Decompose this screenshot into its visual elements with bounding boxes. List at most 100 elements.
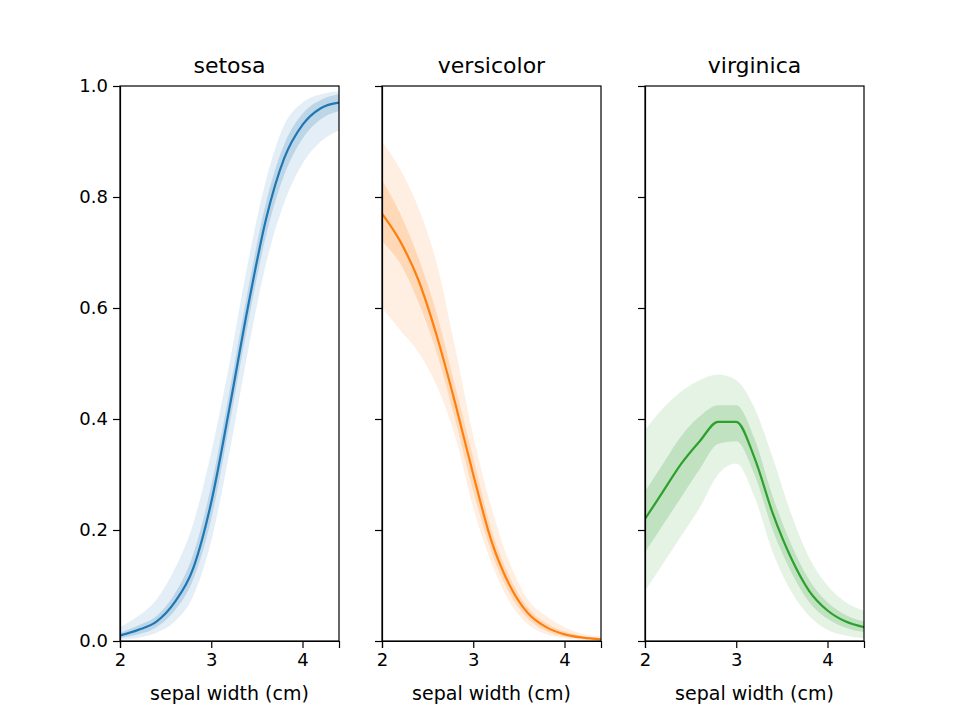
y-tick [638,641,645,642]
y-tick-label: 1.0 [79,75,108,96]
y-axis-line [113,87,121,642]
x-tick-label: 3 [206,649,217,670]
y-tick-mark [375,530,382,531]
y-axis: 0.0 0.2 0.4 0.6 0.8 1.0 [79,75,120,651]
x-tick: 3 [468,641,479,670]
x-axis-line [646,642,865,649]
x-tick-mark [564,641,565,648]
y-tick: 0.2 [79,519,120,540]
x-tick-label: 4 [559,649,570,670]
y-tick-mark [375,308,382,309]
x-axis-title: sepal width (cm) [675,682,834,704]
outer-band [645,375,864,639]
x-tick: 2 [115,641,126,670]
subplot-title: virginica [708,53,802,78]
frame [120,86,339,641]
y-tick-mark [113,419,120,420]
y-tick [375,419,382,420]
y-tick [638,419,645,420]
y-tick-mark [638,197,645,198]
plot-area [120,92,339,640]
x-tick: 3 [206,641,217,670]
x-tick: 3 [731,641,742,670]
x-tick-mark [827,641,828,648]
figure: 2 3 4 0.0 0.2 0.4 0.6 0.8 1.0 setosa sepal width (… [0,0,960,720]
subplot: 2 3 4 virginica sepal width (cm) [638,53,865,704]
outer-band [120,92,339,640]
subplot: 2 3 4 0.0 0.2 0.4 0.6 0.8 1.0 setosa sepal width (… [79,53,339,704]
y-tick [375,197,382,198]
mean-line [120,103,339,636]
y-tick-label: 0.2 [79,519,108,540]
x-axis-title: sepal width (cm) [150,682,309,704]
subplot-title: setosa [193,53,265,78]
inner-band [382,180,601,640]
y-tick-mark [113,86,120,87]
x-axis: 2 3 4 [115,641,340,670]
x-axis: 2 3 4 [377,641,602,670]
y-tick [375,530,382,531]
y-tick-mark [638,308,645,309]
outer-band [382,142,601,641]
y-tick-mark [113,641,120,642]
x-axis-line [383,642,602,649]
y-tick-label: 0.8 [79,186,108,207]
frame [382,86,601,641]
plot-area [645,375,864,639]
x-tick-mark [736,641,737,648]
mean-line [645,422,864,627]
y-axis [638,87,646,642]
y-tick: 0.8 [79,186,120,207]
y-tick-mark [113,530,120,531]
x-tick-label: 2 [115,649,126,670]
y-tick-mark [638,419,645,420]
y-axis [375,87,383,642]
y-tick: 0.0 [79,630,120,651]
y-tick-label: 0.6 [79,297,108,318]
x-tick-mark [473,641,474,648]
y-tick-label: 0.0 [79,630,108,651]
x-tick-mark [211,641,212,648]
mean-line [382,214,601,640]
plot-area [382,142,601,641]
x-tick: 2 [640,641,651,670]
x-tick: 4 [822,641,833,670]
x-tick-label: 4 [822,649,833,670]
x-axis-line [121,642,340,649]
y-tick: 1.0 [79,75,120,96]
frame [645,86,864,641]
y-tick: 0.4 [79,408,120,429]
y-tick [638,530,645,531]
x-tick-label: 3 [731,649,742,670]
y-tick-mark [113,308,120,309]
x-axis-title: sepal width (cm) [412,682,571,704]
y-tick-mark [375,86,382,87]
x-tick: 4 [559,641,570,670]
y-tick-mark [638,641,645,642]
y-tick-mark [375,641,382,642]
y-axis-line [375,87,383,642]
inner-band [645,405,864,632]
y-axis-line [638,87,646,642]
y-tick [375,308,382,309]
inner-band [120,94,339,638]
subplot: 2 3 4 versicolor sepal width (cm) [375,53,602,704]
y-tick-mark [638,530,645,531]
x-tick-label: 3 [468,649,479,670]
y-tick-label: 0.4 [79,408,108,429]
y-tick [638,197,645,198]
y-tick-mark [375,419,382,420]
x-tick-label: 2 [640,649,651,670]
y-tick [375,641,382,642]
y-tick-mark [113,197,120,198]
y-tick-mark [638,86,645,87]
x-axis: 2 3 4 [640,641,865,670]
subplot-title: versicolor [438,53,546,78]
y-tick-mark [375,197,382,198]
x-tick-label: 2 [377,649,388,670]
x-tick: 4 [297,641,308,670]
y-tick [375,86,382,87]
x-tick: 2 [377,641,388,670]
x-tick-label: 4 [297,649,308,670]
x-tick-mark [302,641,303,648]
